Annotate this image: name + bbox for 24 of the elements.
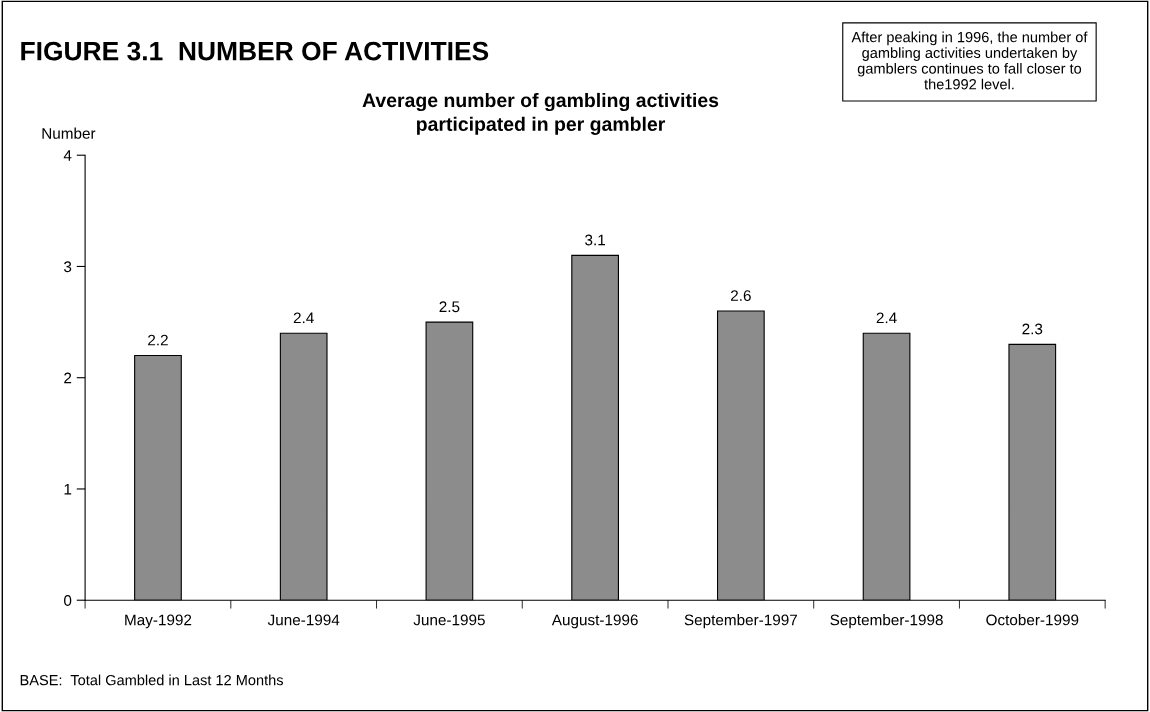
y-tick-label: 0 (64, 595, 72, 606)
chart-title: FIGURE 3.1 NUMBER OF ACTIVITIES (21, 41, 489, 61)
chart-subtitle: Average number of gambling activities participated in per gambler (362, 92, 719, 135)
x-tick-label: October-1999 (986, 614, 1079, 626)
data-label: 3.1 (585, 234, 605, 246)
data-label: 2.5 (439, 301, 460, 313)
x-tick-label: September-1997 (684, 614, 797, 629)
x-tick-label: June-1994 (267, 614, 340, 626)
y-tick-label: 4 (63, 150, 72, 161)
y-tick-label: 3 (63, 261, 72, 273)
text: BASE: Total Gambled in Last 12 Months (20, 674, 284, 686)
data-label: 2.3 (1022, 323, 1043, 335)
x-tick-label: May-1992 (125, 614, 192, 629)
x-tick-label: June-1995 (413, 614, 485, 626)
data-label: 2.4 (876, 312, 897, 324)
x-tick-label: August-1996 (551, 614, 638, 629)
y-tick-label: 1 (64, 483, 72, 495)
data-label: 2.4 (293, 312, 314, 324)
data-label: 2.2 (148, 334, 168, 346)
x-tick-label: September-1998 (830, 614, 943, 629)
data-label: 2.6 (731, 290, 751, 301)
text: After peaking in 1996, the number of gambling activities undertaken by gamblers continues to fall closer to the1992 level. (851, 31, 1088, 90)
y-axis-title: Number (42, 127, 96, 139)
y-tick-label: 2 (64, 372, 72, 384)
